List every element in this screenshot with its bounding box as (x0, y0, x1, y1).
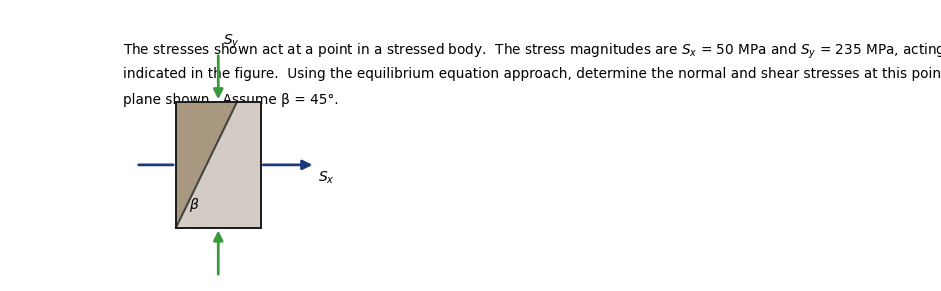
Text: The stresses shown act at a point in a stressed body.  The stress magnitudes are: The stresses shown act at a point in a s… (123, 42, 941, 61)
Text: indicated in the figure.  Using the equilibrium equation approach, determine the: indicated in the figure. Using the equil… (123, 68, 941, 81)
Text: plane shown.  Assume β = 45°.: plane shown. Assume β = 45°. (123, 93, 339, 107)
Text: $S_x$: $S_x$ (318, 169, 335, 186)
Bar (176, 102, 261, 228)
Text: $\beta$: $\beta$ (189, 196, 199, 214)
Bar (176, 102, 261, 228)
Text: $S_y$: $S_y$ (223, 32, 240, 51)
Polygon shape (176, 102, 261, 228)
